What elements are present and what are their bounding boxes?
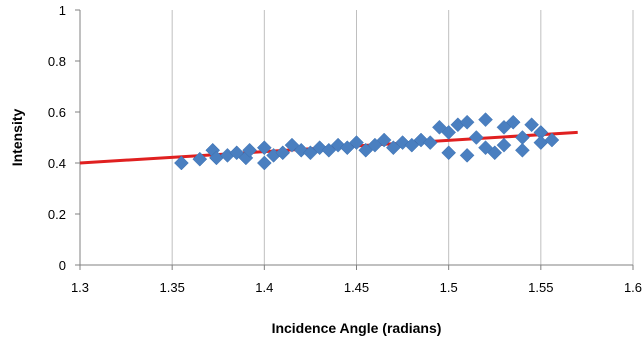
- scatter-point: [413, 132, 429, 148]
- scatter-point: [515, 130, 530, 145]
- axes: [75, 9, 634, 270]
- x-axis-tick-label: 1.3: [71, 280, 89, 295]
- y-axis-tick-label: 1: [59, 3, 66, 18]
- scatter-point: [275, 145, 291, 161]
- scatter-point: [242, 142, 257, 158]
- scatter-point: [256, 140, 272, 156]
- scatter-point: [330, 137, 346, 153]
- y-axis-tick-label: 0.2: [48, 207, 66, 222]
- scatter-point: [192, 151, 208, 167]
- scatter-point: [459, 147, 475, 163]
- scatter-point: [487, 145, 503, 161]
- y-axis-tick-label: 0.6: [48, 105, 66, 120]
- scatter-point: [533, 135, 549, 150]
- scatter-point: [174, 155, 189, 171]
- y-axis-tick-label: 0.4: [48, 156, 66, 171]
- scatter-point: [468, 130, 484, 145]
- x-axis-tick-label: 1.45: [344, 280, 369, 295]
- scatter-point: [422, 135, 438, 150]
- scatter-point: [376, 132, 392, 148]
- y-axis-tick-label: 0: [59, 258, 66, 273]
- x-axis-tick-label: 1.35: [160, 280, 185, 295]
- scatter-point: [441, 125, 457, 140]
- scatter-point: [505, 114, 521, 130]
- scatter-point: [515, 142, 530, 158]
- y-axis-title: Intensity: [9, 109, 25, 167]
- y-axis-tick-labels: 0 0.2 0.4 0.6 0.8 1: [48, 3, 66, 273]
- x-axis-tick-label: 1.6: [624, 280, 642, 295]
- scatter-point: [349, 135, 364, 150]
- scatter-points-series: [174, 112, 560, 171]
- x-axis-tick-label: 1.5: [440, 280, 458, 295]
- y-axis-tick-label: 0.8: [48, 54, 66, 69]
- x-axis-tick-labels: 1.3 1.35 1.4 1.45 1.5 1.55 1.6: [71, 280, 642, 295]
- x-axis-tick-label: 1.55: [528, 280, 553, 295]
- scatter-point: [256, 155, 272, 171]
- x-axis-tick-label: 1.4: [255, 280, 273, 295]
- x-axis-title: Incidence Angle (radians): [272, 320, 442, 336]
- scatter-point: [459, 114, 475, 130]
- scatter-point: [478, 112, 493, 128]
- scatter-point: [496, 137, 512, 153]
- scatter-point: [441, 145, 457, 161]
- scatter-point: [524, 117, 539, 133]
- scatter-point: [544, 132, 560, 148]
